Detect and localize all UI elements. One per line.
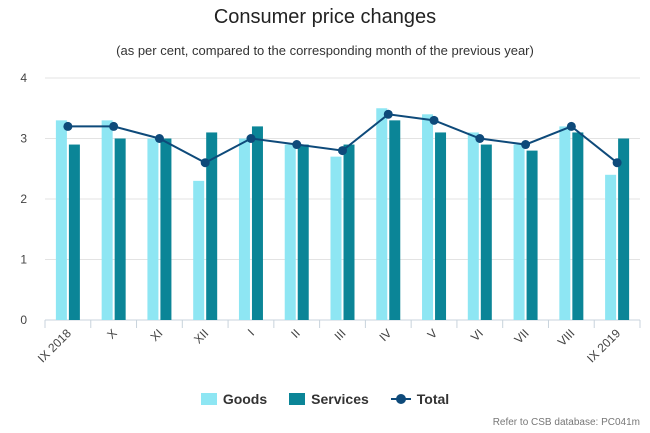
x-tick-label-5: II <box>288 326 303 341</box>
point-total-6 <box>338 146 347 156</box>
x-tick-label-11: VIII <box>555 326 578 349</box>
x-tick-label-9: VI <box>468 326 486 344</box>
bar-goods-9 <box>467 132 479 320</box>
x-tick-label-10: VII <box>511 326 531 346</box>
legend-label-goods: Goods <box>222 391 268 407</box>
legend-item-total[interactable]: Total <box>390 391 450 407</box>
bar-goods-8 <box>422 114 434 320</box>
x-tick-label-7: IV <box>376 326 394 344</box>
source-credit[interactable]: Refer to CSB database: PC041m <box>492 417 640 428</box>
bar-services-0 <box>68 144 80 320</box>
point-total-5 <box>292 140 302 150</box>
point-total-2 <box>154 134 164 143</box>
point-total-4 <box>246 134 256 143</box>
bar-services-8 <box>435 132 447 320</box>
chart-title: Consumer price changes <box>213 6 437 28</box>
x-tick-label-0: IX 2018 <box>35 326 74 365</box>
point-total-12 <box>612 158 622 168</box>
bar-services-2 <box>160 138 172 320</box>
bar-services-11 <box>572 132 584 320</box>
x-tick-label-3: XII <box>191 326 211 346</box>
bar-services-5 <box>297 144 309 320</box>
x-tick-label-4: I <box>245 326 257 338</box>
x-tick-label-6: III <box>332 326 349 343</box>
chart-legend: Goods Services Total <box>0 391 650 407</box>
bar-services-4 <box>251 126 263 321</box>
goods-swatch <box>200 393 217 405</box>
point-total-7 <box>383 109 393 119</box>
point-total-3 <box>200 158 210 168</box>
point-total-1 <box>109 121 119 131</box>
legend-item-goods[interactable]: Goods <box>200 391 268 407</box>
y-tick-label-3: 3 <box>20 132 27 146</box>
y-tick-label-4: 4 <box>20 71 27 85</box>
x-tick-label-1: X <box>104 326 120 342</box>
bar-services-6 <box>343 144 355 320</box>
bar-goods-3 <box>193 180 205 320</box>
bar-services-12 <box>618 138 630 320</box>
x-tick-label-8: V <box>425 326 441 342</box>
chart-subtitle: (as per cent, compared to the correspond… <box>116 43 534 58</box>
total-line-swatch <box>390 393 411 405</box>
bar-goods-0 <box>55 120 67 320</box>
point-total-8 <box>429 115 439 125</box>
bar-goods-7 <box>376 108 388 320</box>
y-tick-label-2: 2 <box>20 192 27 206</box>
bar-goods-2 <box>147 138 159 320</box>
bar-goods-6 <box>330 156 342 320</box>
bar-services-3 <box>206 132 218 320</box>
bar-goods-1 <box>101 120 113 320</box>
x-tick-label-12: IX 2019 <box>584 326 623 365</box>
point-total-9 <box>475 134 485 143</box>
point-total-10 <box>521 140 531 150</box>
bar-goods-5 <box>284 144 296 320</box>
point-total-0 <box>63 121 73 131</box>
bar-goods-11 <box>559 126 571 321</box>
bar-services-9 <box>480 144 492 320</box>
legend-label-services: Services <box>311 391 369 407</box>
point-total-11 <box>566 121 576 131</box>
bar-services-10 <box>526 150 538 320</box>
legend-label-total: Total <box>416 391 450 407</box>
bar-goods-10 <box>513 144 525 320</box>
services-swatch <box>289 393 306 405</box>
bar-services-7 <box>389 120 401 320</box>
x-tick-label-2: XI <box>148 326 166 344</box>
legend-item-services[interactable]: Services <box>289 391 369 407</box>
bar-goods-12 <box>605 174 617 320</box>
y-tick-label-0: 0 <box>20 313 27 327</box>
bar-services-1 <box>114 138 126 320</box>
bar-goods-4 <box>238 138 250 320</box>
y-tick-label-1: 1 <box>20 253 27 267</box>
